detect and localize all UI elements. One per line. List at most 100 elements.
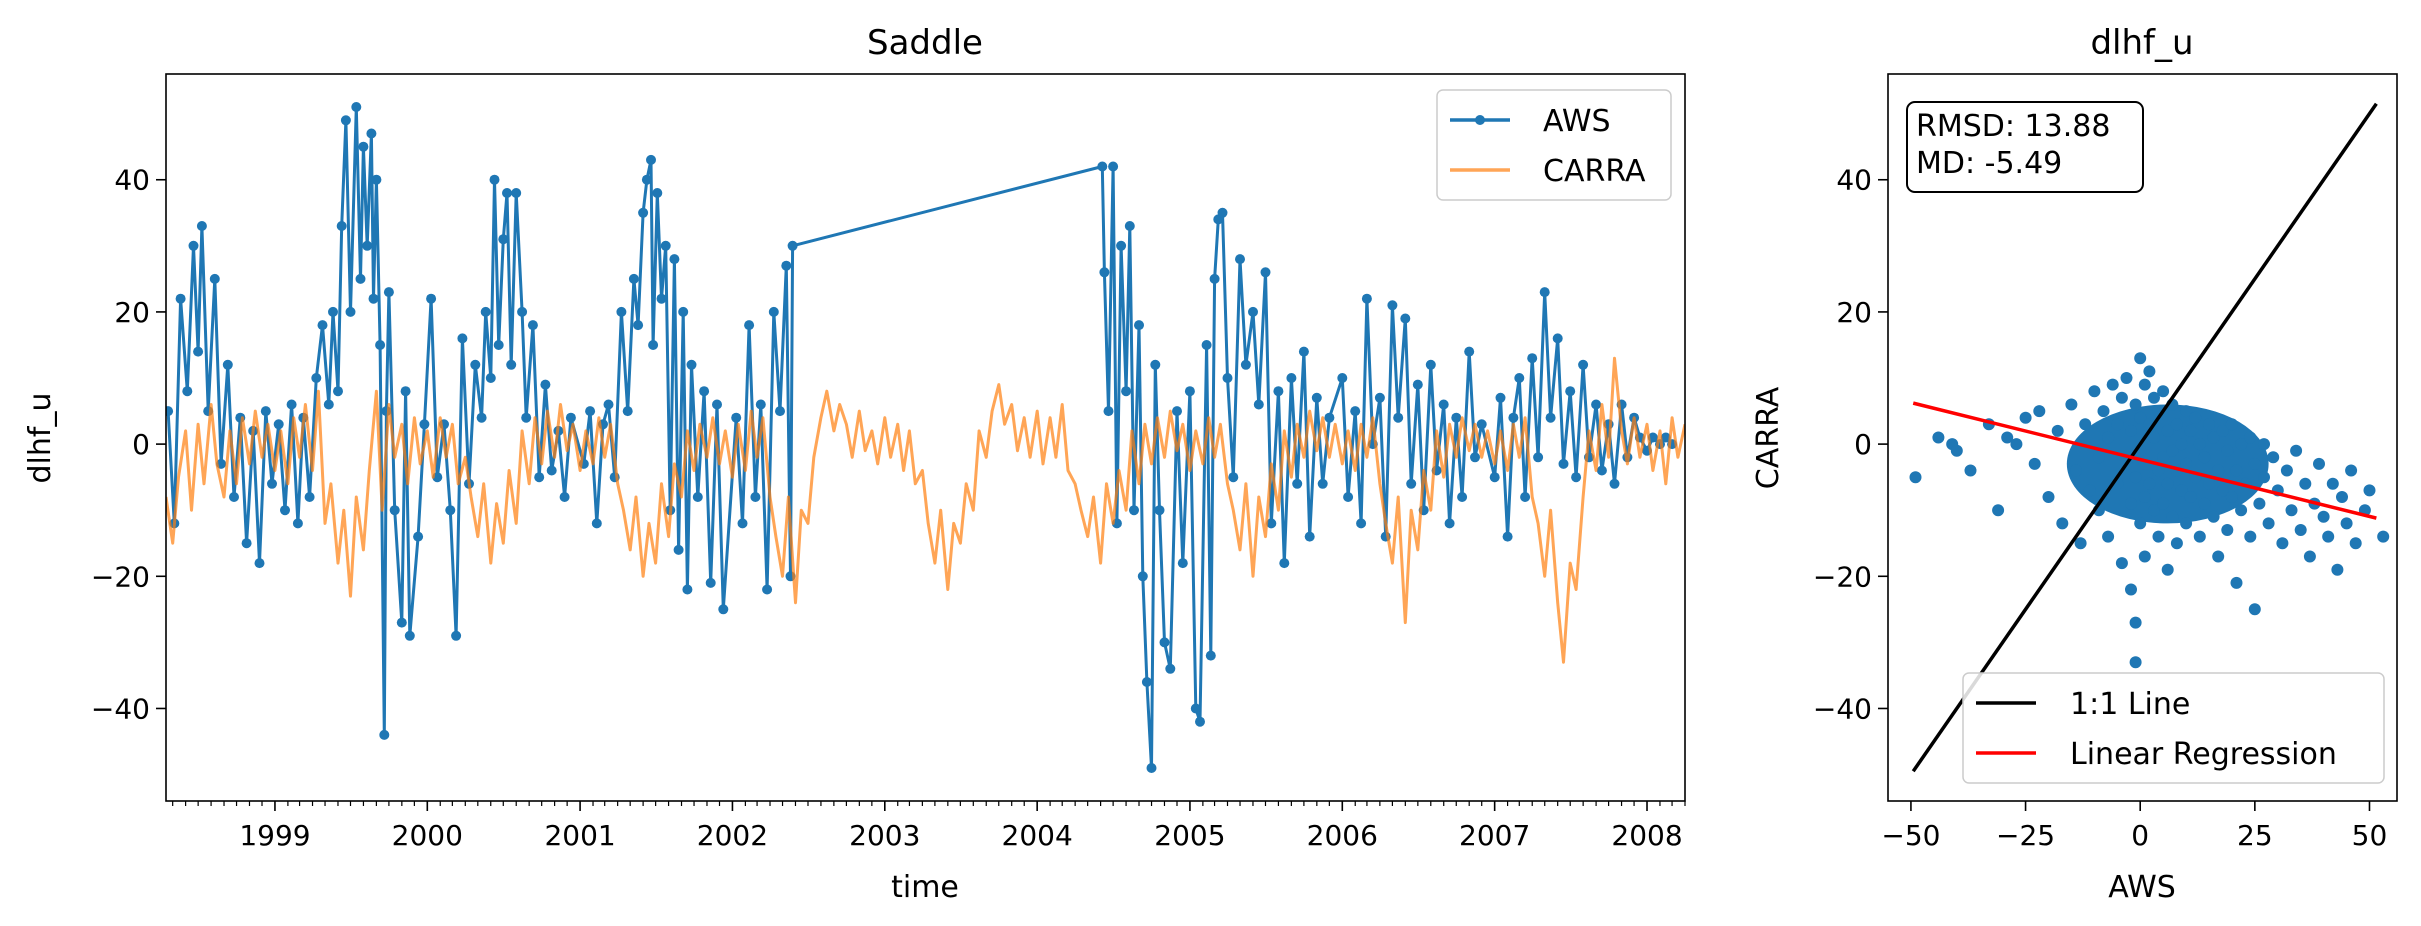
- scatter-x-ticks: −50 −25 0 25 50: [1881, 801, 2387, 852]
- scatter-point: [2258, 471, 2270, 484]
- x-tick-label: 2000: [392, 819, 463, 852]
- aws-point: [669, 254, 680, 265]
- scatter-point: [2152, 464, 2165, 477]
- aws-point: [534, 472, 545, 483]
- aws-point: [1217, 207, 1228, 218]
- x-tick-label: 2001: [544, 819, 615, 852]
- aws-point: [731, 412, 742, 423]
- scatter-point: [2056, 517, 2069, 530]
- scatter-rmsd: RMSD: 13.88: [1916, 109, 2110, 144]
- scatter-point: [2184, 424, 2197, 437]
- aws-point: [1154, 505, 1165, 516]
- scatter-point: [2377, 530, 2390, 543]
- scatter-point: [2028, 457, 2041, 470]
- x-tick-label: 25: [2237, 819, 2273, 852]
- aws-point: [1356, 518, 1367, 529]
- aws-point: [396, 617, 407, 628]
- scatter-point: [2175, 438, 2188, 451]
- scatter-point: [2225, 418, 2238, 431]
- aws-point: [457, 333, 468, 344]
- aws-point: [1393, 412, 1404, 423]
- scatter-point: [2193, 530, 2206, 543]
- scatter-point: [2294, 524, 2307, 536]
- aws-point: [1099, 267, 1110, 278]
- aws-point: [375, 340, 386, 350]
- scatter-point: [2230, 464, 2243, 477]
- aws-point: [1514, 373, 1525, 383]
- scatter-point: [2115, 557, 2128, 570]
- aws-point: [196, 221, 207, 231]
- timeseries-title: Saddle: [867, 23, 983, 63]
- aws-point: [1558, 458, 1569, 469]
- scatter-point: [2134, 352, 2147, 365]
- aws-point: [744, 320, 755, 331]
- scatter-point: [2253, 497, 2266, 510]
- aws-point: [1266, 518, 1277, 529]
- scatter-point: [2248, 457, 2261, 470]
- x-tick-label: 50: [2352, 819, 2388, 852]
- scatter-point: [2065, 398, 2078, 411]
- scatter-point: [2161, 563, 2174, 576]
- scatter-point: [2235, 438, 2248, 451]
- x-tick-label: 0: [2131, 819, 2149, 852]
- aws-point: [1129, 505, 1139, 516]
- aws-point: [1165, 663, 1176, 674]
- aws-point: [1596, 465, 1607, 476]
- aws-point: [451, 630, 462, 641]
- aws-point: [638, 207, 649, 218]
- scatter-point: [2157, 451, 2170, 464]
- aws-point: [616, 306, 627, 317]
- aws-point: [755, 399, 766, 410]
- aws-point: [1311, 392, 1322, 403]
- aws-point: [1470, 452, 1480, 463]
- aws-point: [737, 518, 748, 529]
- aws-point: [1565, 386, 1576, 397]
- scatter-point: [2363, 484, 2376, 497]
- aws-point: [1350, 406, 1361, 417]
- series-aws-line: [166, 105, 1674, 770]
- x-tick-label: 2007: [1459, 819, 1530, 852]
- aws-point: [222, 359, 233, 370]
- scatter-point: [2340, 517, 2353, 530]
- scatter-point: [2216, 424, 2229, 437]
- timeseries-plot-area: [166, 102, 1685, 773]
- aws-point: [340, 115, 351, 126]
- aws-point: [1124, 221, 1135, 231]
- scatter-point: [2322, 530, 2335, 543]
- aws-point: [1172, 406, 1182, 417]
- aws-point: [1660, 432, 1671, 443]
- aws-point: [502, 188, 512, 198]
- aws-point: [1451, 412, 1462, 423]
- scatter-point: [2097, 405, 2110, 418]
- scatter-point: [2299, 477, 2312, 490]
- legend-carra-label: CARRA: [1543, 154, 1646, 189]
- scatter-point: [2115, 391, 2128, 404]
- scatter-point: [2193, 438, 2206, 451]
- aws-point: [400, 386, 411, 397]
- series-carra-line: [166, 356, 1685, 664]
- y-tick-label: −20: [91, 560, 150, 593]
- y-tick-label: −40: [91, 692, 150, 725]
- aws-point: [1337, 373, 1348, 383]
- aws-point: [641, 174, 652, 185]
- aws-point: [1591, 399, 1602, 410]
- scatter-point: [2152, 530, 2165, 543]
- x-tick-label: −25: [1996, 819, 2055, 852]
- aws-point: [1552, 333, 1563, 344]
- aws-point: [1425, 359, 1436, 370]
- scatter-point: [2180, 517, 2193, 530]
- scatter-point: [2189, 411, 2202, 424]
- scatter-point: [2074, 537, 2087, 550]
- scatter-axes-frame: [1887, 73, 2398, 802]
- aws-point: [781, 260, 792, 271]
- scatter-point: [2092, 451, 2105, 464]
- aws-point: [1464, 346, 1475, 357]
- aws-point: [182, 386, 193, 397]
- aws-point: [445, 505, 456, 516]
- aws-point: [1222, 373, 1233, 383]
- scatter-point: [2033, 405, 2046, 418]
- y-tick-label: 0: [1854, 428, 1872, 461]
- aws-point: [686, 359, 697, 370]
- aws-point: [692, 492, 703, 502]
- y-tick-label: −20: [1813, 560, 1872, 593]
